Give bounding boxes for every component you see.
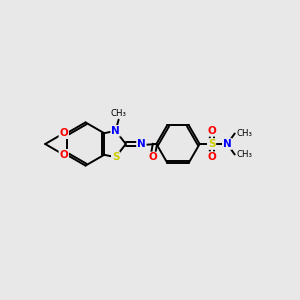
Text: O: O [148,152,157,163]
Text: CH₃: CH₃ [236,129,252,138]
Text: S: S [112,152,119,162]
Text: N: N [111,126,120,136]
Text: O: O [59,150,68,160]
Text: CH₃: CH₃ [111,109,127,118]
Text: O: O [208,126,217,136]
Text: S: S [208,139,215,149]
Text: N: N [137,139,146,149]
Text: CH₃: CH₃ [236,150,252,159]
Text: O: O [208,152,217,162]
Text: O: O [59,128,68,138]
Text: N: N [223,139,232,149]
